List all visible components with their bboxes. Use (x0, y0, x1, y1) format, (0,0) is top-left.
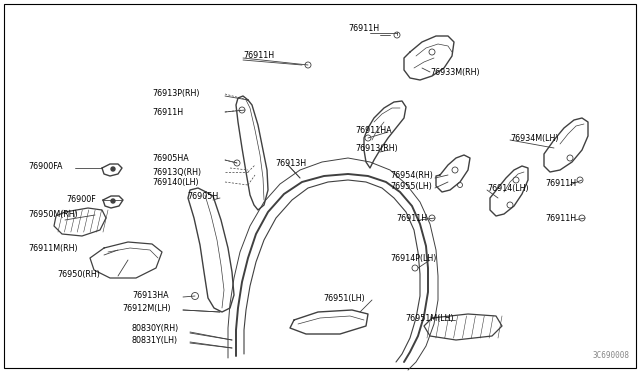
Text: 76900FA: 76900FA (28, 161, 63, 170)
Text: 76911H: 76911H (152, 108, 183, 116)
Text: 76913Q(RH): 76913Q(RH) (152, 167, 201, 176)
Text: 76911M(RH): 76911M(RH) (28, 244, 77, 253)
Circle shape (111, 199, 115, 203)
Text: 76913(RH): 76913(RH) (355, 144, 397, 153)
Text: 76905H: 76905H (187, 192, 218, 201)
Text: 76933M(RH): 76933M(RH) (430, 67, 479, 77)
Text: 76955(LH): 76955(LH) (390, 182, 432, 190)
Text: 76911H: 76911H (545, 214, 576, 222)
Text: 769140(LH): 769140(LH) (152, 177, 198, 186)
Text: 76905HA: 76905HA (152, 154, 189, 163)
Text: 80830Y(RH): 80830Y(RH) (132, 324, 179, 334)
Text: 76950(RH): 76950(RH) (57, 269, 100, 279)
Text: 76954(RH): 76954(RH) (390, 170, 433, 180)
Text: 76934M(LH): 76934M(LH) (510, 134, 559, 142)
Circle shape (111, 167, 115, 171)
Text: 76914P(LH): 76914P(LH) (390, 253, 436, 263)
Text: 76914(LH): 76914(LH) (487, 183, 529, 192)
Text: 76913P(RH): 76913P(RH) (152, 89, 200, 97)
Text: 76900F: 76900F (66, 195, 96, 203)
Text: 80831Y(LH): 80831Y(LH) (132, 337, 178, 346)
Text: 3C690008: 3C690008 (593, 351, 630, 360)
Text: 76911HA: 76911HA (355, 125, 392, 135)
Text: 76913HA: 76913HA (132, 291, 168, 299)
Text: 76911H: 76911H (243, 51, 274, 60)
Text: 76951M(LH): 76951M(LH) (405, 314, 454, 323)
Text: 76911H: 76911H (348, 23, 379, 32)
Text: 76913H: 76913H (275, 158, 306, 167)
Text: 76912M(LH): 76912M(LH) (122, 304, 171, 312)
Text: 76911H: 76911H (396, 214, 427, 222)
Text: 76951(LH): 76951(LH) (323, 294, 365, 302)
Text: 76911H: 76911H (545, 179, 576, 187)
Text: 76950M(RH): 76950M(RH) (28, 209, 77, 218)
